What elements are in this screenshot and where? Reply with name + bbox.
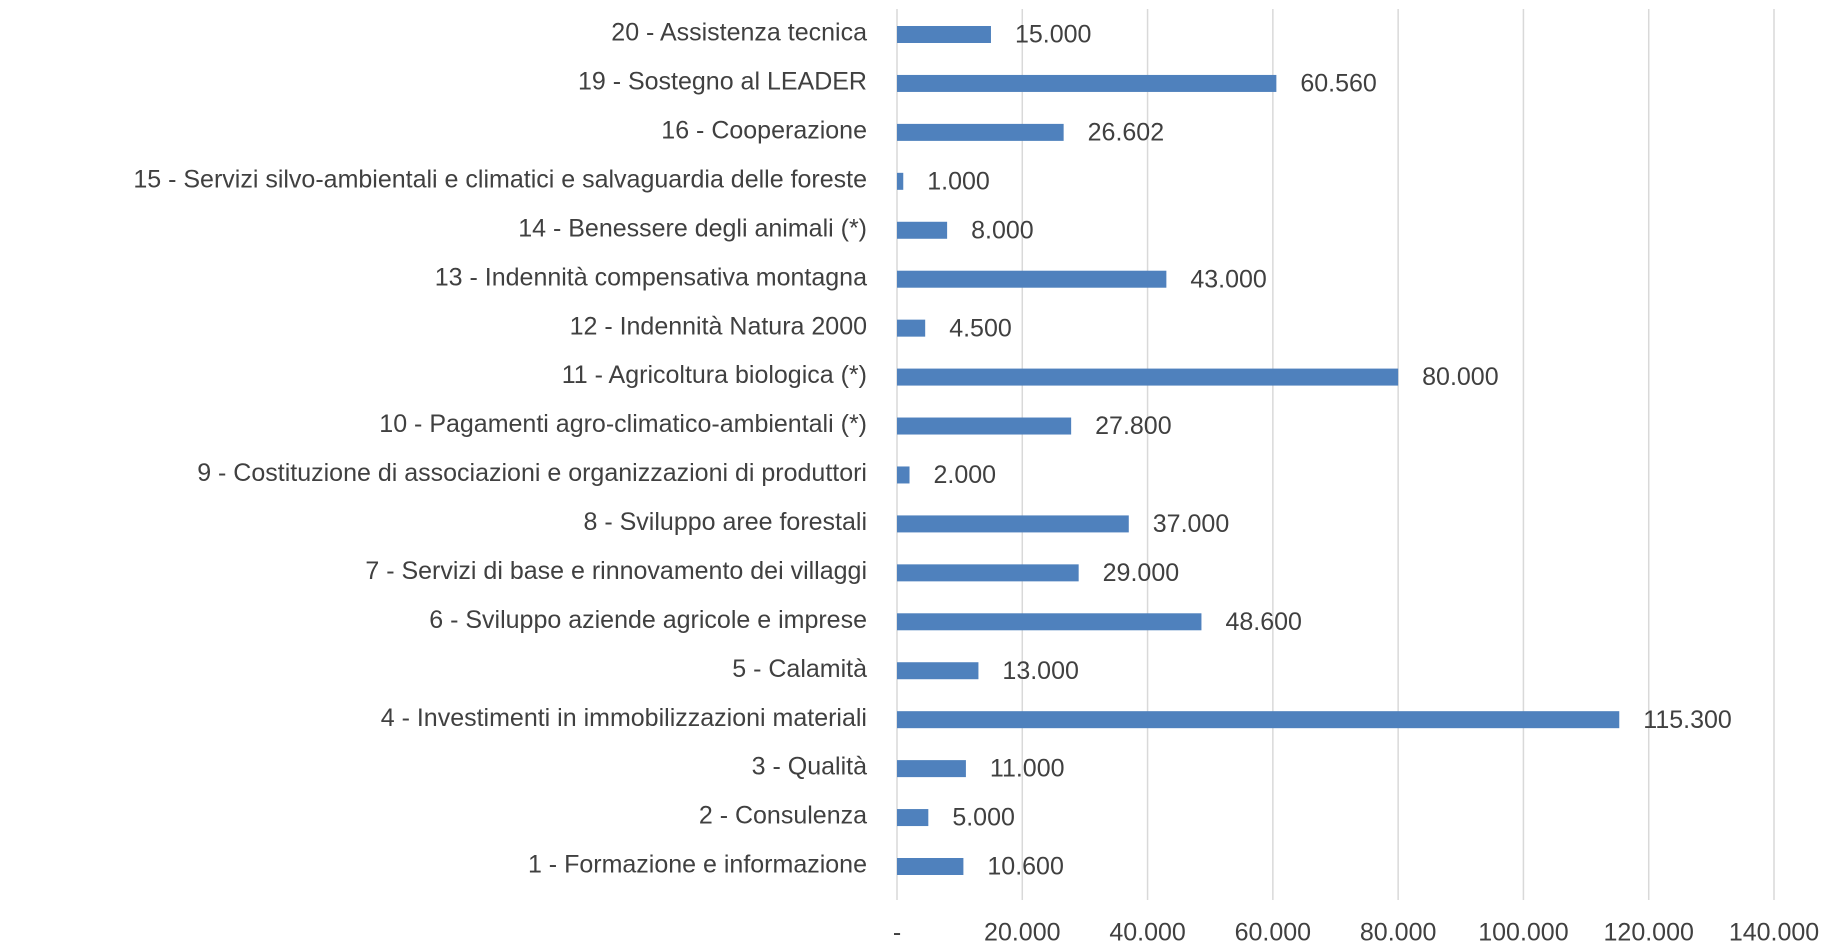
bar (897, 123, 1064, 141)
bar (897, 662, 979, 680)
data-label: 8.000 (971, 216, 1034, 244)
bar (897, 26, 991, 43)
data-label: 80.000 (1422, 363, 1498, 391)
data-label: 43.000 (1190, 265, 1266, 293)
category-label: 4 - Investimenti in immobilizzazioni mat… (381, 704, 867, 732)
data-label: 13.000 (1002, 657, 1078, 685)
data-label: 48.600 (1225, 608, 1301, 636)
x-tick-label: 60.000 (1235, 919, 1311, 944)
x-tick-label: 120.000 (1604, 919, 1694, 944)
category-label: 12 - Indennità Natura 2000 (570, 312, 867, 340)
category-label: 19 - Sostegno al LEADER (578, 68, 867, 96)
x-tick-label: - (893, 919, 901, 944)
data-label: 15.000 (1015, 21, 1091, 49)
x-tick-label: 40.000 (1109, 919, 1185, 944)
data-label: 4.500 (949, 314, 1012, 342)
bar (897, 564, 1079, 582)
category-label: 11 - Agricoltura biologica (*) (562, 361, 867, 389)
data-label: 5.000 (952, 804, 1015, 832)
bar (897, 760, 966, 778)
data-label: 115.300 (1643, 706, 1732, 734)
category-label: 20 - Assistenza tecnica (611, 19, 867, 47)
data-label: 37.000 (1153, 510, 1229, 538)
data-label: 10.600 (987, 853, 1063, 881)
x-tick-label: 20.000 (984, 919, 1060, 944)
category-label: 15 - Servizi silvo-ambientali e climatic… (133, 165, 867, 193)
bar (897, 172, 904, 190)
x-tick-label: 100.000 (1478, 919, 1568, 944)
data-label: 11.000 (990, 755, 1065, 783)
category-label: 2 - Consulenza (699, 802, 867, 830)
data-label: 26.602 (1088, 118, 1164, 146)
data-label: 60.560 (1300, 70, 1376, 98)
data-label: 2.000 (934, 461, 997, 489)
data-label: 1.000 (927, 167, 990, 195)
bar (897, 711, 1620, 729)
category-label: 14 - Benessere degli animali (*) (518, 214, 867, 242)
bar (897, 613, 1202, 631)
x-tick-label: 140.000 (1729, 919, 1819, 944)
data-label: 27.800 (1095, 412, 1171, 440)
bar (897, 466, 910, 484)
bar (897, 858, 964, 875)
category-label: 1 - Formazione e informazione (528, 851, 867, 879)
category-label: 13 - Indennità compensativa montagna (435, 263, 867, 291)
bar (897, 74, 1277, 92)
bar (897, 417, 1072, 435)
bar (897, 809, 929, 827)
bar (897, 221, 948, 239)
category-label: 10 - Pagamenti agro-climatico-ambientali… (379, 410, 867, 438)
category-label: 3 - Qualità (752, 753, 867, 781)
category-label: 6 - Sviluppo aziende agricole e imprese (429, 606, 867, 634)
bar (897, 515, 1129, 533)
bar (897, 319, 926, 337)
x-tick-label: 80.000 (1360, 919, 1436, 944)
category-label: 16 - Cooperazione (661, 116, 867, 144)
category-label: 7 - Servizi di base e rinnovamento dei v… (365, 557, 867, 585)
category-label: 8 - Sviluppo aree forestali (584, 508, 867, 536)
category-label: 9 - Costituzione di associazioni e organ… (197, 459, 867, 487)
bar (897, 270, 1167, 288)
data-label: 29.000 (1103, 559, 1179, 587)
bar (897, 368, 1399, 386)
category-label: 5 - Calamità (732, 655, 867, 683)
